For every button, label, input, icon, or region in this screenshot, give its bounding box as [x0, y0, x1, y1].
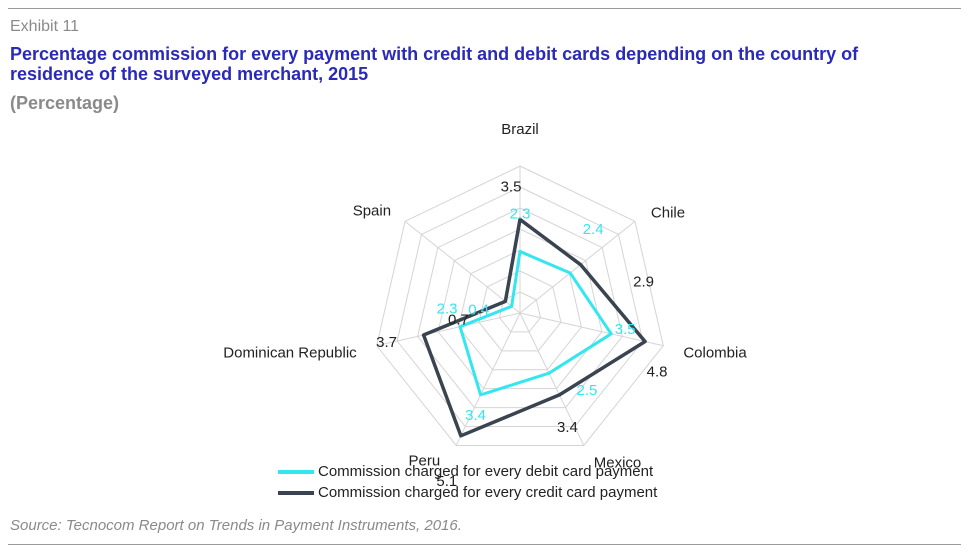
grid-ring-3 [458, 249, 582, 371]
exhibit-label: Exhibit 11 [10, 18, 80, 35]
debit-value-label-chile: 2.4 [583, 221, 604, 238]
legend-label-debit: Commission charged for every debit card … [318, 463, 654, 480]
credit-value-label-spain: 0.7 [448, 311, 469, 328]
credit-value-label-brazil: 3.5 [501, 178, 522, 195]
spoke-5 [376, 312, 521, 347]
category-label-dominican-republic: Dominican Republic [223, 345, 357, 362]
credit-value-label-peru: 5.1 [436, 473, 457, 490]
grid-ring-7 [376, 165, 664, 446]
grid-ring-6 [396, 186, 644, 428]
debit-value-label-peru: 3.4 [465, 407, 486, 424]
chart-subtitle: (Percentage) [10, 93, 120, 113]
debit-value-label-mexico: 2.5 [577, 382, 598, 399]
legend-item-debit: Commission charged for every debit card … [278, 461, 657, 482]
category-label-spain: Spain [353, 202, 391, 219]
chart-title: Percentage commission for every payment … [10, 44, 859, 84]
debit-value-label-colombia: 3.5 [615, 321, 636, 338]
credit-value-label-chile: 2.9 [633, 274, 654, 291]
spoke-4 [455, 312, 521, 446]
category-label-brazil: Brazil [501, 121, 539, 138]
category-label-peru: Peru [409, 452, 441, 469]
legend-label-credit: Commission charged for every credit card… [318, 484, 658, 501]
legend: Commission charged for every debit card … [278, 461, 657, 503]
credit-value-label-mexico: 3.4 [557, 419, 578, 436]
spoke-2 [519, 312, 664, 347]
credit-value-label-dominican-republic: 3.7 [376, 334, 397, 351]
bottom-rule [8, 544, 961, 545]
source-note: Source: Tecnocom Report on Trends in Pay… [10, 517, 462, 534]
spoke-6 [404, 220, 521, 314]
credit-value-label-colombia: 4.8 [647, 364, 668, 381]
series-line-credit [421, 217, 647, 438]
legend-swatch-debit [278, 469, 314, 474]
debit-value-label-brazil: 2.3 [510, 206, 531, 223]
category-label-colombia: Colombia [683, 345, 747, 362]
spoke-3 [519, 312, 585, 446]
top-rule [8, 8, 961, 9]
debit-value-label-spain: 0.4 [468, 301, 489, 318]
legend-item-credit: Commission charged for every credit card… [278, 482, 657, 503]
category-label-mexico: Mexico [594, 454, 642, 471]
spoke-1 [519, 220, 636, 314]
category-label-chile: Chile [651, 204, 685, 221]
series-line-debit [458, 250, 613, 397]
grid-ring-5 [417, 207, 623, 409]
legend-swatch-credit [278, 490, 314, 495]
debit-value-label-dominican-republic: 2.3 [437, 301, 458, 318]
grid-ring-2 [478, 270, 562, 352]
